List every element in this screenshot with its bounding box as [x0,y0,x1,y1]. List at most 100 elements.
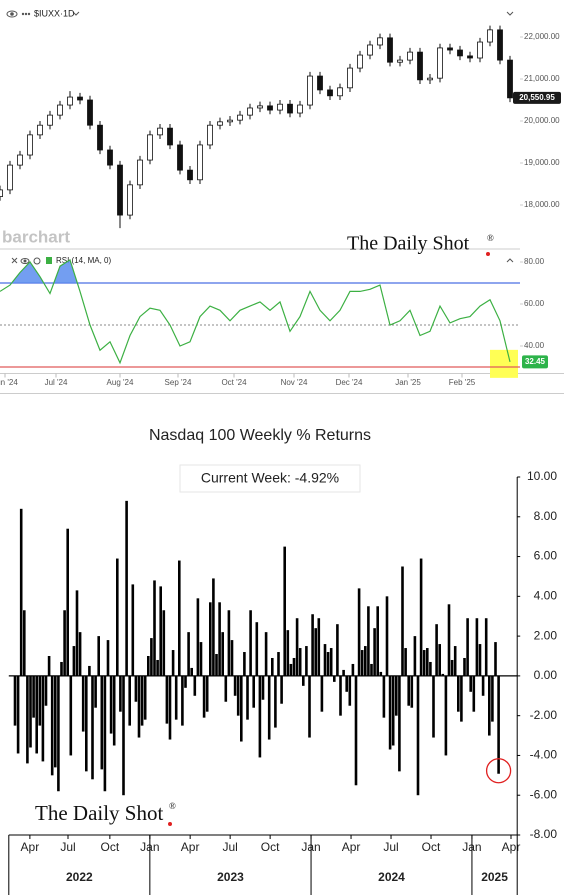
candle-body [27,134,33,156]
rsi-value-label: 32.45 [525,357,546,366]
bar [308,675,311,738]
bar [131,584,135,676]
y-tick-label: -8.00 [530,827,558,841]
bar [106,640,110,676]
bar [481,675,485,696]
year-label: 2023 [217,870,244,884]
x-tick-label: Jul [383,840,398,854]
bar [72,646,76,676]
y-tick-label: 6.00 [534,549,558,563]
candle-body [437,47,443,79]
bar [317,618,321,676]
bar [218,602,221,676]
year-label: 2022 [66,870,93,884]
bar [416,675,420,796]
bar [125,500,128,676]
candle-body [97,124,103,151]
candle-body [307,75,313,106]
candle-body [147,134,153,161]
bar [112,675,116,746]
candle-body [287,103,293,114]
bar [23,610,26,676]
logo-mark: ® [487,233,494,243]
bar [57,675,60,792]
bar [78,632,82,676]
bar [460,675,463,722]
candle-body [397,59,403,63]
bar [351,663,355,676]
y-tick-label: 4.00 [534,589,558,603]
bar [364,646,367,676]
last-price-box [513,91,561,104]
bar [497,675,500,774]
x-tick-label: Oct [261,840,280,854]
bar [128,675,131,726]
bar [69,675,73,756]
y-tick-label: 2.00 [534,628,558,642]
bar [435,624,438,676]
bar [85,675,88,772]
bar [475,618,479,676]
candle-body [227,119,233,123]
year-label: 2024 [378,870,405,884]
bar [302,675,305,686]
x-tick-label: Jul [60,840,75,854]
candle-body [337,87,343,97]
bar [66,528,69,676]
candle-body [457,49,463,57]
bar [429,661,432,676]
bar [295,618,299,676]
bar [401,566,404,676]
x-tick-label: Jun '24 [0,378,18,387]
bar [329,648,333,676]
bar [196,598,200,676]
candle-body [57,104,63,116]
bar [168,675,172,740]
bar [450,659,454,676]
highlight-circle [485,758,512,784]
y-tick-label: 40.00 [524,341,545,350]
x-tick-label: Jan '25 [395,378,421,387]
rsi-icons[interactable] [11,257,514,265]
bar [50,675,54,776]
bar [88,665,91,676]
x-tick-label: Apr [342,840,361,854]
bar [370,663,373,676]
bar [243,652,246,676]
bar [267,675,271,740]
header-icons[interactable] [6,10,514,18]
bar [463,657,466,676]
year-label: 2025 [481,870,508,884]
y-tick-label: 19,000.00 [524,158,560,167]
bar [227,610,231,676]
bar [137,675,141,738]
candle-body [497,29,503,61]
y-tick-label: 21,000.00 [524,74,560,83]
bar [187,632,190,676]
candle-body [37,124,43,136]
candle-body [377,37,383,46]
bar [373,628,376,676]
bar [252,675,255,708]
bar [277,652,280,676]
bar [35,675,38,754]
bar [153,580,156,676]
candle-body [387,37,393,63]
candle-body [177,144,183,171]
bar [472,675,476,712]
logo-dot [486,252,490,256]
candle-body [0,189,3,198]
bar [258,675,262,758]
y-tick-label: -6.00 [530,787,558,801]
bar [249,610,252,676]
bar [488,675,491,736]
candle-body [357,54,363,69]
y-tick-label: -4.00 [530,748,558,762]
bar [447,604,451,676]
candle-body [487,29,493,43]
last-price-label: 20,550.95 [519,93,555,102]
bar [354,675,358,786]
watermark: barchart [2,227,70,246]
bar [419,558,423,676]
bar [202,675,206,718]
